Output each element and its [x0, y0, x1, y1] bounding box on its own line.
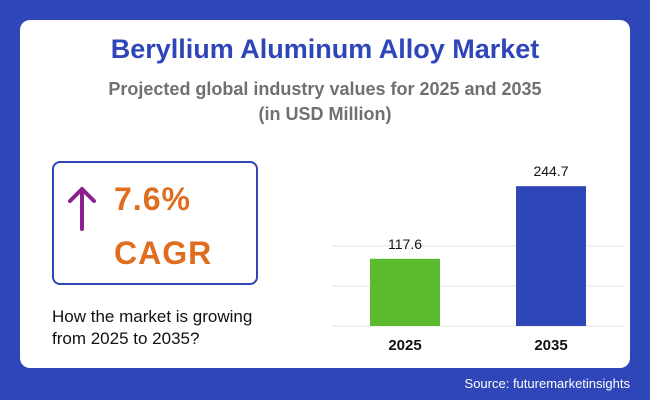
growth-question-line-1: How the market is growing — [52, 307, 253, 326]
cagr-value: 7.6% — [114, 181, 191, 217]
page-subtitle: Projected global industry values for 202… — [20, 77, 630, 127]
tick-label-2025: 2025 — [388, 337, 421, 354]
growth-question: How the market is growing from 2025 to 2… — [52, 306, 292, 350]
page-title: Beryllium Aluminum Alloy Market — [110, 34, 540, 64]
source-note: Source: futuremarketinsights — [464, 376, 630, 391]
subtitle-line-1: Projected global industry values for 202… — [108, 79, 542, 99]
bar-2025 — [370, 258, 440, 326]
bar-chart: 117.6 2025 244.7 2035 — [332, 163, 624, 354]
cagr-label: CAGR — [114, 235, 213, 271]
value-label-2035: 244.7 — [533, 163, 568, 179]
subtitle-line-2: (in USD Million) — [258, 104, 392, 124]
cagr-box: 7.6% CAGR — [52, 161, 258, 285]
bar-2035 — [516, 186, 586, 326]
arrow-up-icon — [68, 187, 96, 231]
infographic-card: Beryllium Aluminum Alloy Market Projecte… — [20, 20, 630, 368]
growth-question-line-2: from 2025 to 2035? — [52, 329, 200, 348]
value-label-2025: 117.6 — [388, 236, 422, 252]
tick-label-2035: 2035 — [534, 337, 567, 354]
